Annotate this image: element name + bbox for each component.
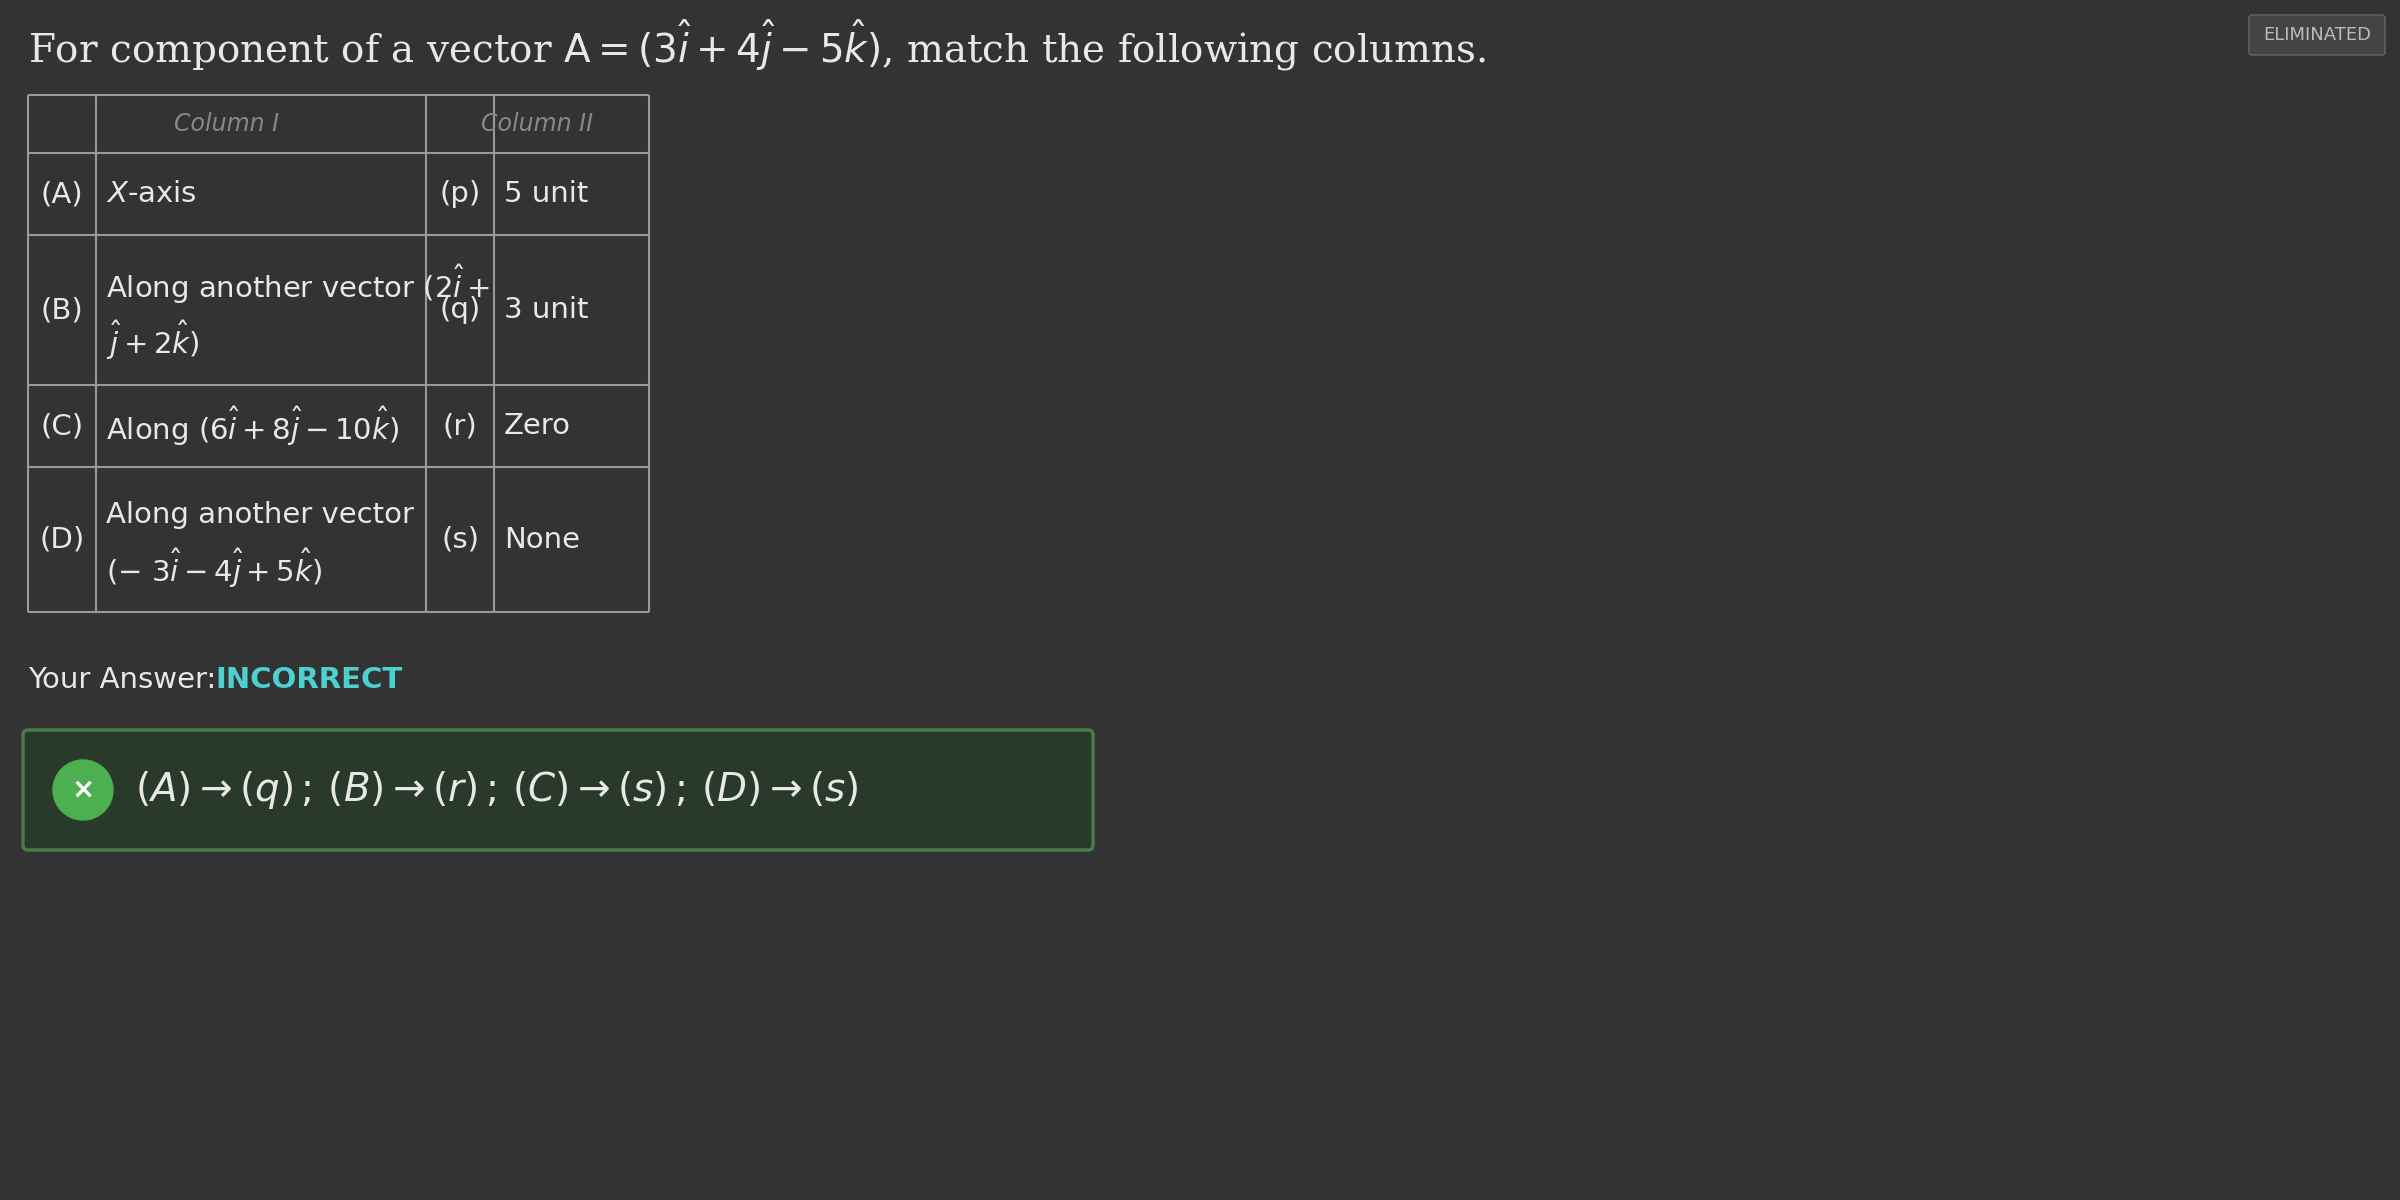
Text: For component of a vector $\mathrm{A} = (3\hat{i}+4\hat{j}-5\hat{k})$, match the: For component of a vector $\mathrm{A} = … — [29, 17, 1486, 73]
Text: (A): (A) — [41, 180, 84, 208]
Text: (r): (r) — [442, 412, 478, 440]
Text: Column II: Column II — [482, 112, 593, 136]
Text: (D): (D) — [38, 526, 84, 553]
Text: ELIMINATED: ELIMINATED — [2263, 26, 2371, 44]
Text: (q): (q) — [439, 296, 480, 324]
Text: Zero: Zero — [504, 412, 571, 440]
Text: $(A) \rightarrow (q)\,;\,(B) \rightarrow (r)\,;\,(C) \rightarrow (s)\,;\,(D) \ri: $(A) \rightarrow (q)\,;\,(B) \rightarrow… — [134, 769, 859, 811]
FancyBboxPatch shape — [24, 730, 1092, 850]
Text: Your Answer:: Your Answer: — [29, 666, 216, 694]
Text: 3 unit: 3 unit — [504, 296, 588, 324]
Text: None: None — [504, 526, 581, 553]
Text: INCORRECT: INCORRECT — [216, 666, 403, 694]
Text: $(-\ 3\hat{i}-4\hat{j}+5\hat{k})$: $(-\ 3\hat{i}-4\hat{j}+5\hat{k})$ — [106, 547, 322, 590]
Text: Along another vector $(2\hat{i}+$: Along another vector $(2\hat{i}+$ — [106, 263, 490, 306]
Text: 5 unit: 5 unit — [504, 180, 588, 208]
Text: Along another vector: Along another vector — [106, 500, 415, 529]
Text: Along $(6\hat{i}+8\hat{j}-10\hat{k})$: Along $(6\hat{i}+8\hat{j}-10\hat{k})$ — [106, 404, 398, 448]
Text: Column I: Column I — [175, 112, 278, 136]
Text: (B): (B) — [41, 296, 84, 324]
Text: $\hat{j}+2\hat{k})$: $\hat{j}+2\hat{k})$ — [106, 318, 199, 361]
Text: ×: × — [72, 776, 94, 804]
Text: $X$-axis: $X$-axis — [106, 180, 197, 208]
FancyBboxPatch shape — [2249, 14, 2386, 55]
Circle shape — [53, 760, 113, 820]
Text: (p): (p) — [439, 180, 480, 208]
Text: (s): (s) — [442, 526, 480, 553]
Text: (C): (C) — [41, 412, 84, 440]
